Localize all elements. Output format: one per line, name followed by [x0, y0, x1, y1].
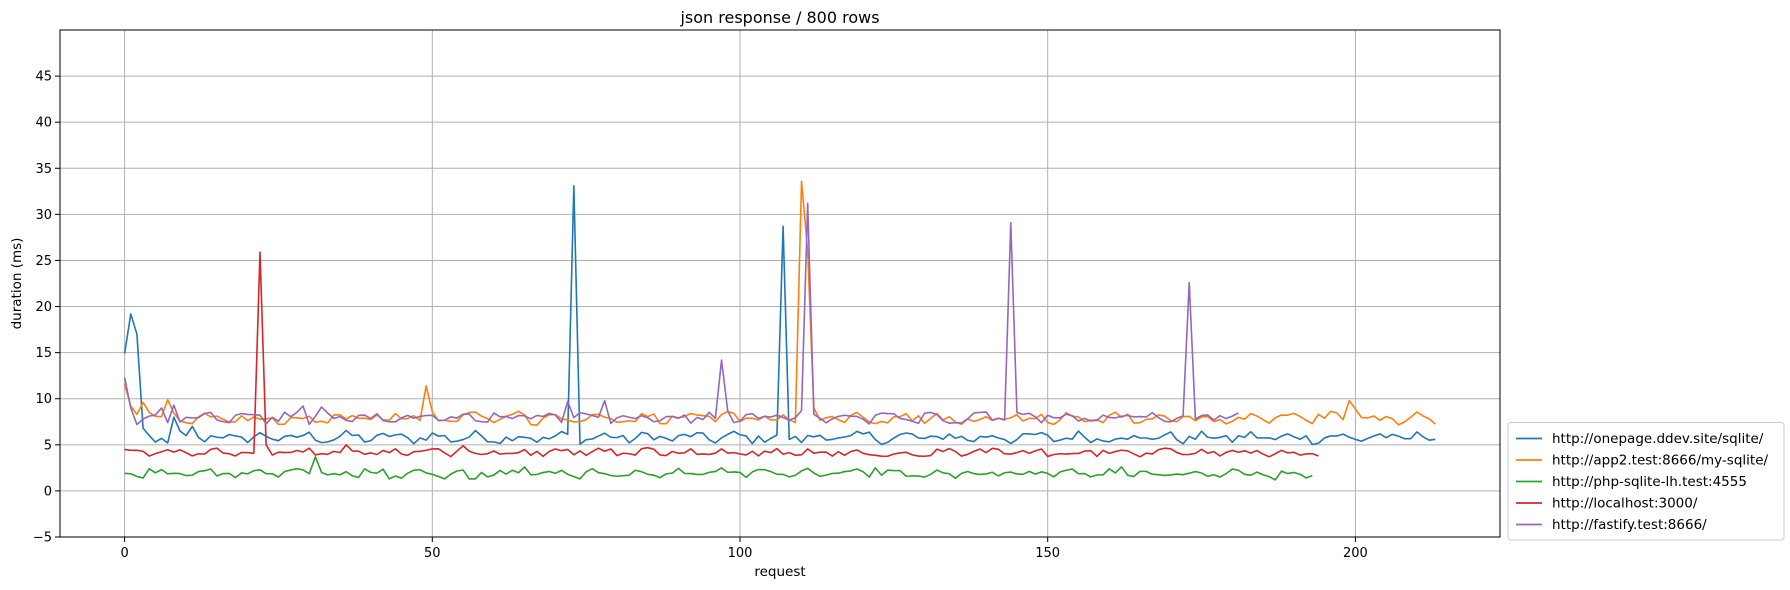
y-tick-label: 25 [35, 254, 52, 269]
y-tick-label: −5 [33, 531, 52, 546]
plot-frame [59, 29, 1501, 538]
y-tick-label: 45 [35, 70, 52, 85]
y-tick-label: 30 [35, 208, 52, 223]
series-line-2 [123, 180, 1436, 426]
y-tick-label: 40 [35, 116, 52, 131]
series-line-1 [123, 184, 1436, 446]
legend-entry-label: http://onepage.ddev.site/sqlite/ [1552, 431, 1764, 447]
y-tick-label: 0 [44, 484, 52, 499]
series-line-5 [123, 202, 1239, 426]
legend-entry-label: http://fastify.test:8666/ [1552, 517, 1707, 533]
axis-ticks: 0 50 100 150 200 −5 0 5 10 15 20 25 30 35 40 45 [33, 70, 1368, 561]
series-lines [123, 180, 1436, 481]
y-tick-label: 20 [35, 300, 52, 315]
x-tick-label: 150 [1035, 546, 1060, 561]
y-tick-label: 35 [35, 162, 52, 177]
chart-title: json response / 800 rows [679, 8, 879, 27]
x-tick-label: 100 [728, 546, 753, 561]
y-axis-title: duration (ms) [9, 238, 25, 330]
x-axis-title: request [754, 564, 805, 580]
series-line-3 [124, 456, 1313, 481]
x-tick-label: 200 [1343, 546, 1368, 561]
legend-entry-label: http://php-sqlite-lh.test:4555 [1552, 474, 1747, 490]
legend: http://onepage.ddev.site/sqlite/http://a… [1507, 422, 1785, 541]
series-line-4 [124, 251, 1319, 458]
y-tick-label: 15 [35, 346, 52, 361]
x-tick-label: 0 [120, 546, 128, 561]
y-tick-label: 10 [35, 392, 52, 407]
legend-entry-label: http://app2.test:8666/my-sqlite/ [1552, 453, 1769, 469]
legend-entry-label: http://localhost:3000/ [1552, 496, 1698, 512]
y-tick-label: 5 [44, 438, 52, 453]
x-tick-label: 50 [424, 546, 441, 561]
legend-box [1507, 422, 1785, 541]
